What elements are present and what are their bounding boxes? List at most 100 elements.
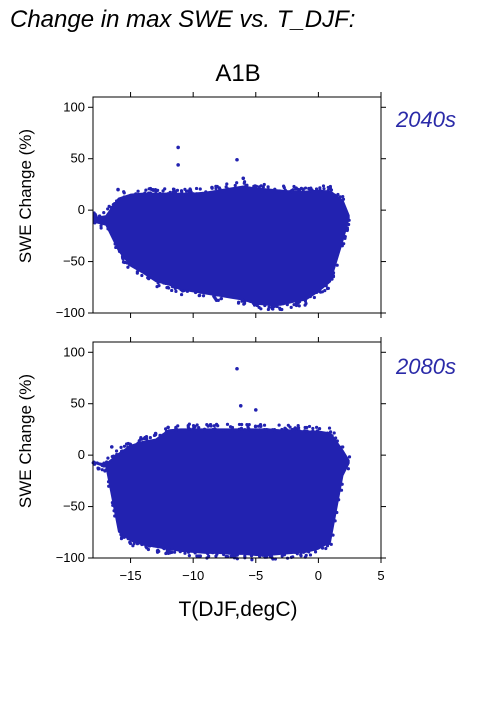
data-point [128, 263, 132, 267]
data-point [113, 514, 117, 518]
data-point [258, 428, 262, 432]
data-point [194, 186, 199, 191]
data-point [215, 293, 219, 297]
data-point [194, 192, 199, 196]
outlier-point [253, 408, 258, 412]
page-title: Change in max SWE vs. T_DJF: [10, 6, 356, 33]
data-point [114, 245, 118, 250]
data-point [347, 218, 351, 222]
data-point [303, 299, 308, 303]
data-point [244, 184, 248, 188]
data-point [156, 281, 160, 285]
data-point [291, 188, 295, 192]
data-point [158, 433, 162, 437]
data-point [340, 482, 344, 486]
data-point [122, 444, 127, 448]
data-point [102, 211, 106, 215]
data-point [331, 273, 336, 278]
y-tick-label: 50 [71, 396, 85, 411]
data-point [294, 298, 298, 303]
data-point [161, 189, 165, 193]
outlier-point [210, 185, 214, 190]
data-point [248, 299, 253, 303]
data-point [275, 304, 279, 309]
x-tick-label: −5 [248, 568, 263, 583]
plot-frame [92, 96, 382, 314]
data-point [106, 227, 110, 231]
data-point [162, 547, 166, 551]
data-point [309, 186, 313, 190]
data-point [342, 242, 346, 246]
data-point [111, 454, 116, 458]
data-point [154, 189, 158, 194]
data-point [115, 452, 119, 457]
data-point [119, 533, 123, 537]
data-point [308, 294, 312, 299]
data-point [206, 552, 210, 556]
data-point [252, 184, 256, 188]
data-point [245, 422, 249, 427]
data-point [305, 429, 309, 433]
data-point [303, 186, 308, 190]
data-point [192, 549, 196, 553]
data-point [132, 541, 136, 546]
data-point [313, 547, 317, 551]
data-point [174, 289, 178, 293]
data-point [93, 462, 97, 466]
x-tick-label: −10 [182, 568, 204, 583]
data-point [144, 435, 149, 439]
data-point [288, 425, 292, 429]
data-point [347, 222, 351, 227]
data-point [237, 422, 242, 427]
data-point [176, 424, 180, 428]
data-point [341, 194, 345, 199]
data-point [185, 289, 189, 293]
outlier-point [238, 403, 243, 408]
data-point [215, 552, 219, 556]
data-point [307, 424, 312, 429]
data-point [313, 550, 318, 554]
data-point [204, 190, 208, 194]
data-point [140, 273, 144, 278]
data-point [343, 236, 347, 241]
data-point [330, 277, 334, 281]
data-point [326, 188, 330, 193]
data-point [321, 184, 326, 188]
data-point [284, 427, 288, 431]
data-point [221, 428, 226, 432]
data-point [250, 558, 254, 562]
data-point [198, 293, 202, 298]
data-point [148, 191, 152, 195]
data-point [206, 424, 210, 428]
data-point [222, 552, 226, 557]
data-point [283, 551, 287, 555]
data-point [211, 551, 215, 555]
data-point [235, 181, 239, 185]
data-point [247, 427, 251, 431]
data-point [304, 301, 308, 306]
data-point [147, 277, 151, 281]
data-point [164, 551, 168, 556]
y-tick-label: 0 [78, 202, 85, 217]
data-point [119, 449, 124, 453]
data-point [145, 437, 149, 441]
y-tick-label: −100 [56, 305, 85, 320]
data-point [136, 441, 140, 445]
data-point [110, 501, 114, 505]
data-point [337, 498, 341, 502]
data-point [120, 254, 125, 258]
data-point [259, 424, 263, 428]
plot-frame [92, 341, 382, 559]
data-point [295, 552, 299, 556]
data-point [272, 303, 277, 307]
data-point [198, 290, 203, 294]
data-point [114, 449, 119, 453]
data-point [309, 430, 314, 434]
data-point [308, 189, 312, 193]
data-point [144, 188, 148, 192]
data-point [261, 185, 265, 189]
data-point [193, 289, 197, 293]
data-points [91, 366, 352, 562]
y-tick-label: 100 [63, 99, 85, 114]
